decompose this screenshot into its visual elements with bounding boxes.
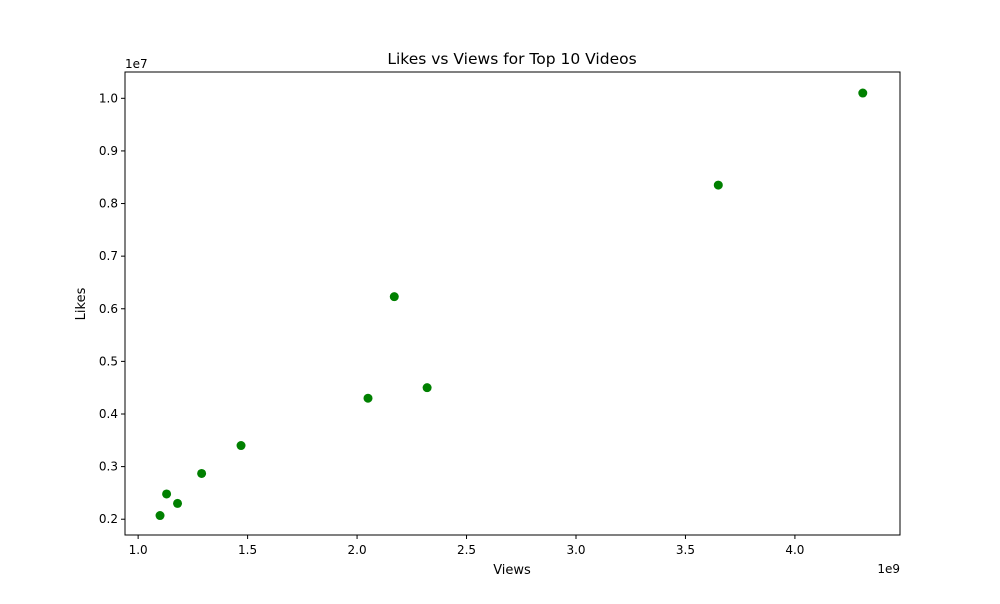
scatter-point [363, 393, 373, 403]
x-tick-label: 1.0 [129, 543, 148, 557]
scatter-point [389, 292, 399, 302]
data-points [155, 88, 868, 521]
plot-area-frame [124, 71, 901, 536]
x-tick-label: 3.0 [566, 543, 585, 557]
x-tick-label: 4.0 [785, 543, 804, 557]
x-axis-ticks: 1.0 1.5 2.0 2.5 3.0 3.5 4.0 [129, 535, 804, 557]
y-axis-offset-label: 1e7 [125, 57, 148, 71]
y-tick-label: 0.8 [99, 197, 118, 211]
y-tick-label: 0.3 [99, 460, 118, 474]
x-tick-label: 2.0 [348, 543, 367, 557]
y-axis-ticks: 0.2 0.3 0.4 0.5 0.6 0.7 0.8 0.9 1.0 [99, 91, 125, 526]
scatter-point [197, 468, 207, 478]
x-tick-label: 3.5 [676, 543, 695, 557]
y-tick-label: 0.2 [99, 512, 118, 526]
x-axis-label: Views [493, 563, 531, 578]
scatter-point [155, 511, 165, 521]
y-tick-label: 1.0 [99, 91, 118, 105]
scatter-point [173, 498, 183, 508]
y-tick-label: 0.5 [99, 354, 118, 368]
scatter-point [713, 180, 723, 190]
scatter-point [422, 383, 432, 393]
x-tick-label: 2.5 [457, 543, 476, 557]
chart-title: Likes vs Views for Top 10 Videos [387, 50, 636, 68]
x-tick-label: 1.5 [238, 543, 257, 557]
y-tick-label: 0.4 [99, 407, 118, 421]
scatter-point [858, 88, 868, 98]
y-tick-label: 0.9 [99, 144, 118, 158]
y-tick-label: 0.6 [99, 302, 118, 316]
x-axis-offset-label: 1e9 [877, 562, 900, 576]
y-axis-label: Likes [74, 287, 89, 320]
scatter-point [162, 489, 172, 499]
y-tick-label: 0.7 [99, 249, 118, 263]
scatter-point [236, 441, 246, 451]
